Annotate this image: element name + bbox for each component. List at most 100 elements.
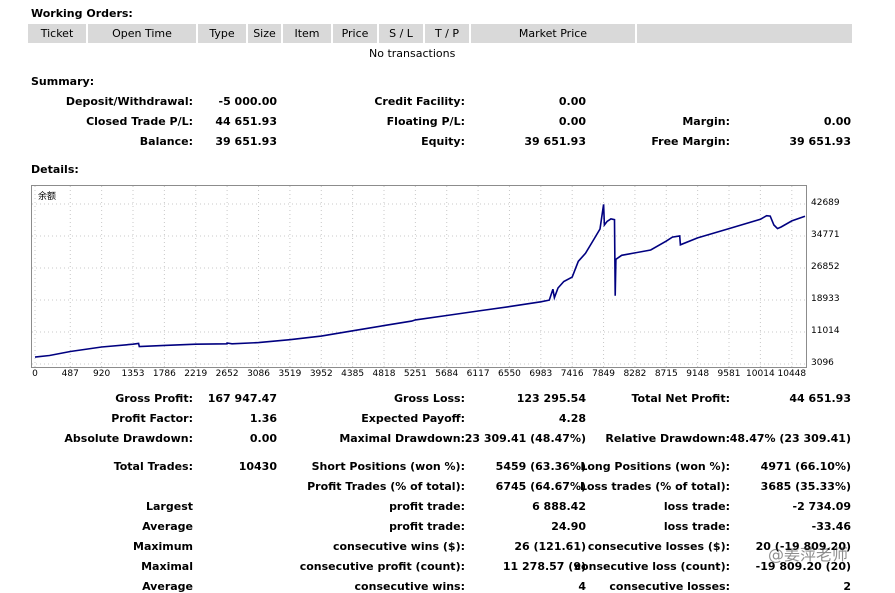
orders-col-7: T / P	[425, 24, 471, 43]
x-tick-label: 2652	[215, 369, 239, 379]
average-label: Average	[142, 520, 193, 533]
avg-cons-losses-label: consecutive losses:	[609, 580, 730, 593]
orders-col-0: Ticket	[28, 24, 88, 43]
y-tick-label: 18933	[811, 294, 840, 304]
margin-value: 0.00	[823, 115, 851, 128]
orders-col-6: S / L	[379, 24, 425, 43]
y-tick-label: 34771	[811, 229, 840, 240]
rel-drawdown-value: 48.47% (23 309.41)	[729, 432, 851, 445]
details-title: Details:	[31, 163, 79, 176]
gross-loss-label: Gross Loss:	[394, 392, 465, 405]
x-tick-label: 5684	[435, 369, 459, 379]
loss-trades-value: 3685 (35.33%)	[760, 480, 851, 493]
gross-loss-value: 123 295.54	[516, 392, 586, 405]
orders-col-9	[637, 24, 854, 43]
total-net-label: Total Net Profit:	[631, 392, 731, 405]
profit-trades-label: Profit Trades (% of total):	[307, 480, 465, 493]
x-tick-label: 2219	[184, 369, 208, 379]
equity-label: Equity:	[421, 135, 465, 148]
x-tick-label: 8282	[623, 369, 647, 379]
balance-value: 39 651.93	[215, 135, 277, 148]
x-tick-label: 0	[32, 369, 38, 379]
max-cons-profit-label: consecutive profit (count):	[299, 560, 465, 573]
max-cons-wins-label: consecutive wins ($):	[332, 540, 465, 553]
loss-trades-label: Loss trades (% of total):	[579, 480, 730, 493]
deposit-label: Deposit/Withdrawal:	[65, 95, 193, 108]
avg-cons-losses-value: 2	[843, 580, 851, 593]
y-tick-label: 3096	[811, 358, 834, 368]
abs-drawdown-label: Absolute Drawdown:	[64, 432, 193, 445]
free-margin-value: 39 651.93	[789, 135, 851, 148]
gross-profit-label: Gross Profit:	[115, 392, 193, 405]
y-tick-label: 26852	[811, 261, 840, 272]
credit-value: 0.00	[558, 95, 586, 108]
max-cons-wins-value: 26 (121.61)	[514, 540, 586, 553]
largest-loss-value: -2 734.09	[792, 500, 852, 513]
x-tick-label: 9148	[686, 369, 710, 379]
max-drawdown-value: 23 309.41 (48.47%)	[464, 432, 586, 445]
balance-chart: 余额	[31, 185, 807, 368]
x-tick-label: 10448	[777, 369, 807, 379]
x-tick-label: 7416	[560, 369, 584, 379]
x-tick-label: 6117	[466, 369, 490, 379]
free-margin-label: Free Margin:	[651, 135, 730, 148]
avg-loss-value: -33.46	[811, 520, 851, 533]
x-tick-label: 8715	[654, 369, 678, 379]
credit-label: Credit Facility:	[374, 95, 465, 108]
profit-factor-value: 1.36	[249, 412, 277, 425]
profit-trades-value: 6745 (64.67%)	[495, 480, 586, 493]
floating-pl-value: 0.00	[558, 115, 586, 128]
largest-loss-label: loss trade:	[663, 500, 730, 513]
closed-pl-label: Closed Trade P/L:	[86, 115, 193, 128]
x-tick-label: 9581	[717, 369, 741, 379]
abs-drawdown-value: 0.00	[249, 432, 277, 445]
profit-factor-label: Profit Factor:	[111, 412, 193, 425]
x-tick-label: 487	[61, 369, 79, 379]
x-tick-label: 6983	[529, 369, 553, 379]
equity-value: 39 651.93	[524, 135, 586, 148]
x-tick-label: 6550	[498, 369, 521, 379]
x-tick-label: 1786	[152, 369, 176, 379]
long-positions-label: Long Positions (won %):	[580, 460, 730, 473]
max-cons-profit-value: 11 278.57 (9)	[502, 560, 586, 573]
balance-line	[34, 204, 806, 358]
orders-col-2: Type	[198, 24, 248, 43]
deposit-value: -5 000.00	[218, 95, 278, 108]
rel-drawdown-label: Relative Drawdown:	[605, 432, 730, 445]
balance-chart-plot	[32, 186, 806, 367]
x-tick-label: 4385	[341, 369, 365, 379]
maximal-label: Maximal	[141, 560, 193, 573]
avg-loss-label: loss trade:	[663, 520, 730, 533]
gross-profit-value: 167 947.47	[207, 392, 277, 405]
avg-profit-label: profit trade:	[389, 520, 465, 533]
orders-col-4: Item	[283, 24, 333, 43]
max-cons-losses-value: 20 (-19 809.20)	[755, 540, 851, 553]
max-drawdown-label: Maximal Drawdown:	[339, 432, 465, 445]
avg-profit-value: 24.90	[551, 520, 586, 533]
balance-label: Balance:	[139, 135, 193, 148]
x-tick-label: 920	[93, 369, 111, 379]
no-transactions-text: No transactions	[369, 47, 456, 60]
margin-label: Margin:	[682, 115, 730, 128]
largest-label: Largest	[146, 500, 193, 513]
short-positions-label: Short Positions (won %):	[311, 460, 465, 473]
largest-profit-label: profit trade:	[389, 500, 465, 513]
largest-profit-value: 6 888.42	[532, 500, 586, 513]
orders-col-8: Market Price	[471, 24, 637, 43]
avg-cons-wins-value: 4	[578, 580, 586, 593]
long-positions-value: 4971 (66.10%)	[760, 460, 851, 473]
x-tick-label: 4818	[372, 369, 396, 379]
total-trades-label: Total Trades:	[113, 460, 193, 473]
orders-col-5: Price	[333, 24, 379, 43]
chart-legend: 余额	[38, 192, 57, 202]
x-tick-label: 3952	[309, 369, 333, 379]
x-tick-label: 7849	[592, 369, 615, 379]
orders-col-3: Size	[248, 24, 283, 43]
total-trades-value: 10430	[238, 460, 277, 473]
x-tick-label: 3086	[247, 369, 270, 379]
orders-col-1: Open Time	[88, 24, 198, 43]
y-tick-label: 11014	[811, 326, 840, 336]
watermark: @姜萍老师	[768, 545, 849, 564]
y-tick-label: 42689	[811, 198, 840, 208]
